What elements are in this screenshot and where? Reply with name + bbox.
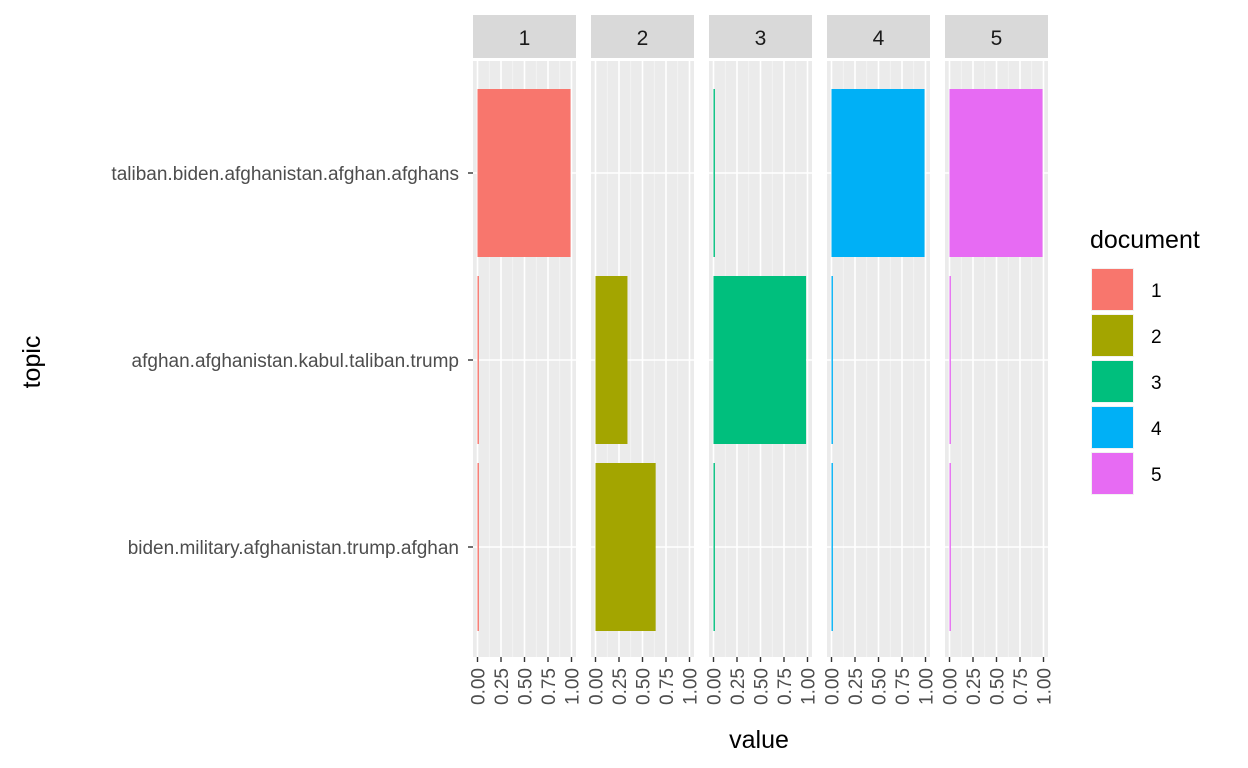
x-tick-label: 0.00 bbox=[469, 668, 490, 705]
x-tick-label: 0.00 bbox=[587, 668, 608, 705]
legend: document 1 2 3 4 5 bbox=[1090, 226, 1200, 495]
x-tick-label: 0.75 bbox=[1011, 668, 1032, 705]
bar bbox=[595, 463, 656, 631]
bar bbox=[477, 276, 479, 444]
legend-item-label: 1 bbox=[1151, 281, 1162, 302]
legend-key-swatch bbox=[1092, 269, 1133, 310]
bar bbox=[713, 276, 807, 444]
x-tick-label: 0.25 bbox=[610, 668, 631, 705]
legend-key-swatch bbox=[1092, 453, 1133, 494]
bar bbox=[477, 89, 571, 257]
y-tick-label: taliban.biden.afghanistan.afghan.afghans bbox=[111, 164, 459, 185]
facet-strip-label: 3 bbox=[755, 27, 767, 50]
legend-item-label: 5 bbox=[1151, 465, 1162, 486]
facet-panel-3: 3 0.00 0.25 0.50 0.75 1.00 bbox=[705, 15, 820, 705]
facet-strip-label: 1 bbox=[519, 27, 531, 50]
bar bbox=[713, 463, 715, 631]
x-axis-title: value bbox=[729, 726, 789, 754]
legend-item-label: 4 bbox=[1151, 419, 1162, 440]
y-axis-title: topic bbox=[18, 336, 46, 389]
bar bbox=[831, 89, 925, 257]
x-tick-label: 0.75 bbox=[657, 668, 678, 705]
facet-strip bbox=[709, 15, 812, 58]
x-tick-label: 0.75 bbox=[893, 668, 914, 705]
x-tick-label: 0.50 bbox=[516, 668, 537, 705]
bar bbox=[949, 89, 1043, 257]
x-tick-label: 0.25 bbox=[964, 668, 985, 705]
x-tick-label: 0.50 bbox=[634, 668, 655, 705]
bar bbox=[831, 463, 833, 631]
y-tick-label: afghan.afghanistan.kabul.taliban.trump bbox=[132, 351, 459, 372]
facet-strip bbox=[473, 15, 576, 58]
facet-strip bbox=[591, 15, 694, 58]
x-tick-label: 0.75 bbox=[539, 668, 560, 705]
y-axis: taliban.biden.afghanistan.afghan.afghans… bbox=[111, 164, 473, 559]
bar bbox=[949, 276, 951, 444]
x-tick-label: 0.25 bbox=[492, 668, 513, 705]
facet-strip-label: 4 bbox=[873, 27, 885, 50]
y-tick-label: biden.military.afghanistan.trump.afghan bbox=[128, 538, 459, 559]
x-tick-label: 1.00 bbox=[563, 668, 584, 705]
bar bbox=[595, 276, 628, 444]
x-tick-label: 0.25 bbox=[728, 668, 749, 705]
facet-strip-label: 5 bbox=[991, 27, 1003, 50]
x-tick-label: 0.00 bbox=[941, 668, 962, 705]
x-tick-label: 0.00 bbox=[705, 668, 726, 705]
legend-item-label: 2 bbox=[1151, 327, 1162, 348]
legend-key-swatch bbox=[1092, 407, 1133, 448]
bar bbox=[949, 463, 951, 631]
x-tick-label: 1.00 bbox=[681, 668, 702, 705]
x-tick-label: 1.00 bbox=[799, 668, 820, 705]
bar bbox=[713, 89, 715, 257]
x-tick-label: 0.50 bbox=[870, 668, 891, 705]
facet-strip bbox=[827, 15, 930, 58]
facet-panel-1: 1 0.00 0.25 0.50 0.75 1.00 bbox=[469, 15, 584, 705]
legend-key-swatch bbox=[1092, 315, 1133, 356]
legend-key-swatch bbox=[1092, 361, 1133, 402]
facet-panel-4: 4 0.00 0.25 0.50 0.75 1.00 bbox=[823, 15, 938, 705]
x-tick-label: 1.00 bbox=[917, 668, 938, 705]
x-tick-label: 0.25 bbox=[846, 668, 867, 705]
legend-item-label: 3 bbox=[1151, 373, 1162, 394]
x-tick-label: 0.50 bbox=[752, 668, 773, 705]
x-tick-label: 0.75 bbox=[775, 668, 796, 705]
x-tick-label: 1.00 bbox=[1035, 668, 1056, 705]
legend-title: document bbox=[1090, 226, 1200, 254]
x-tick-label: 0.00 bbox=[823, 668, 844, 705]
facet-strip bbox=[945, 15, 1048, 58]
bar bbox=[831, 276, 833, 444]
bar bbox=[477, 463, 479, 631]
facet-panel-5: 5 0.00 0.25 0.50 0.75 1.00 bbox=[941, 15, 1056, 705]
facet-strip-label: 2 bbox=[637, 27, 649, 50]
x-tick-label: 0.50 bbox=[988, 668, 1009, 705]
facet-panel-2: 2 0.00 0.25 0.50 0.75 1.00 bbox=[587, 15, 702, 705]
